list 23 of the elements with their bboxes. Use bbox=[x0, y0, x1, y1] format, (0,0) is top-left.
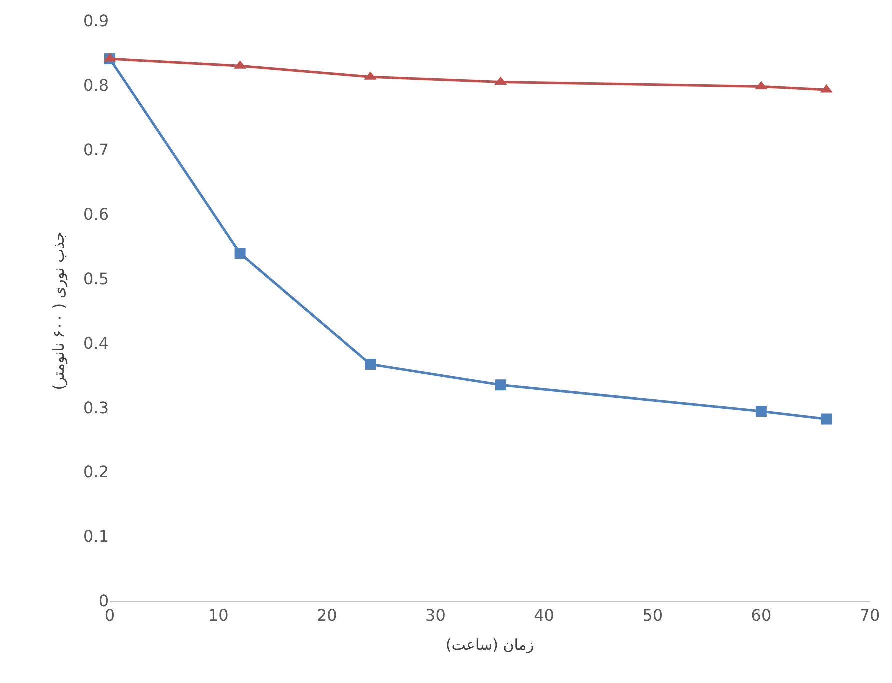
y-tick-label: 0.9 bbox=[84, 12, 109, 31]
x-axis-title: زمان (ساعت) bbox=[446, 636, 534, 654]
x-tick-label: 70 bbox=[860, 606, 880, 626]
y-tick-label: 0.8 bbox=[84, 76, 109, 96]
y-tick-label: 0.2 bbox=[84, 462, 109, 482]
y-tick-label: 0.5 bbox=[84, 269, 109, 288]
y-tick-label: 0.6 bbox=[84, 204, 109, 224]
x-tick-label: 10 bbox=[208, 606, 229, 626]
x-tick-label: 20 bbox=[316, 606, 338, 626]
point bbox=[756, 406, 767, 418]
y-tick-label: 0.3 bbox=[84, 398, 109, 418]
y-tick-label: 0.1 bbox=[84, 527, 109, 546]
x-tick-label: 40 bbox=[534, 606, 554, 626]
x-tick-label: 60 bbox=[751, 606, 772, 626]
point bbox=[365, 358, 376, 370]
point bbox=[821, 414, 832, 425]
x-tick-label: 30 bbox=[426, 606, 446, 626]
x-tick-label: 50 bbox=[642, 606, 664, 626]
y-axis-title: جذب نوری ( ۶۰۰ نانومتر) bbox=[50, 232, 68, 390]
y-tick-label: 0.4 bbox=[84, 334, 109, 353]
point bbox=[495, 380, 506, 391]
point bbox=[234, 248, 246, 260]
y-tick-label: 0.7 bbox=[84, 140, 109, 160]
